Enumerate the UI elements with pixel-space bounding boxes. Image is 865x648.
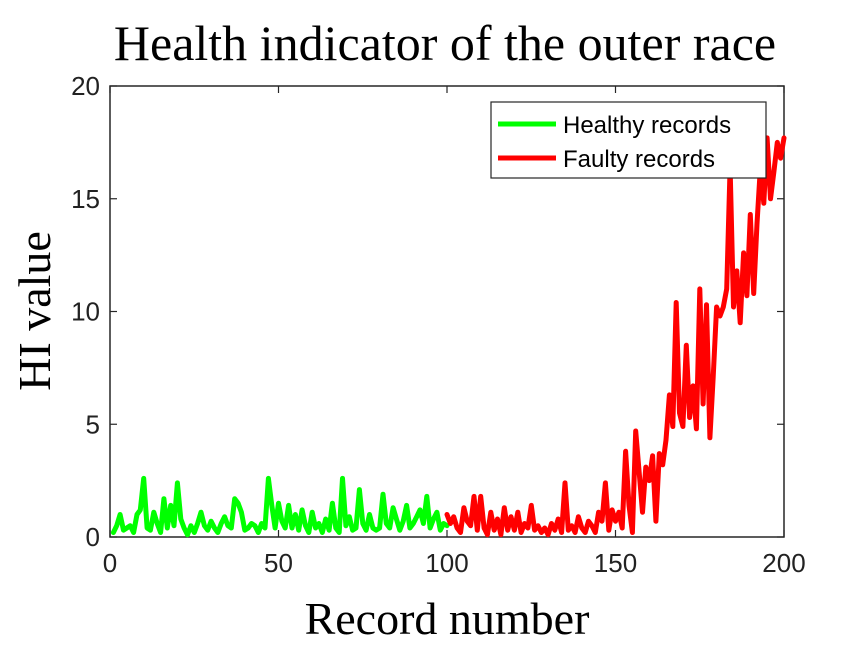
series-line-faulty [444, 135, 787, 538]
legend-box [490, 101, 767, 179]
y-tick-label: 5 [86, 409, 100, 439]
series-layer [110, 135, 787, 538]
x-tick-label: 150 [594, 548, 637, 578]
x-tick-label: 100 [425, 548, 468, 578]
y-tick-label: 15 [71, 184, 100, 214]
y-axis-label: HI value [9, 231, 60, 391]
x-tick-label: 200 [762, 548, 805, 578]
series-line-healthy [110, 475, 450, 538]
y-axis-ticks: 0 5 10 15 20 [71, 71, 784, 552]
legend-label-faulty: Faulty records [563, 146, 715, 173]
legend: Healthy records Faulty records [490, 101, 767, 179]
x-axis-label: Record number [305, 593, 590, 644]
chart-title: Health indicator of the outer race [114, 15, 776, 71]
y-tick-label: 20 [71, 71, 100, 101]
x-axis-ticks: 0 50 100 150 200 [103, 86, 806, 578]
y-tick-label: 10 [71, 297, 100, 327]
y-tick-label: 0 [86, 522, 100, 552]
x-tick-label: 0 [103, 548, 117, 578]
x-tick-label: 50 [264, 548, 293, 578]
legend-label-healthy: Healthy records [563, 112, 731, 139]
